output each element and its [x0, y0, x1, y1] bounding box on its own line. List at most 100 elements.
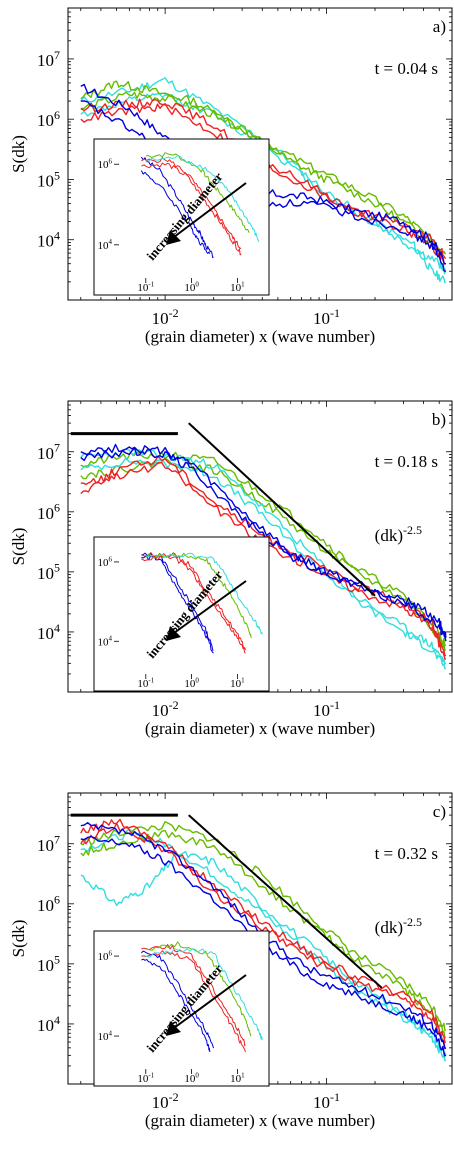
inset-y-tick-label: 104	[98, 238, 113, 252]
series-line-green	[80, 451, 446, 646]
chart-panel-b: 10-2 10-1 104 105 106 107 (grain diameter) x (…	[9, 400, 453, 738]
x-tick-label: 10-2	[152, 1090, 179, 1112]
x-tick-label: 10-1	[313, 1090, 340, 1112]
y-axis-label: S(dk)	[9, 528, 28, 566]
inset-x-tick-label: 10-1	[137, 280, 154, 294]
series-line-cyan	[80, 850, 447, 1056]
series-line-cyan	[80, 457, 447, 670]
inset-series-line-blue	[140, 156, 214, 259]
y-tick-label: 107	[37, 441, 60, 463]
x-tick-label: 10-2	[152, 698, 179, 720]
inset-x-tick-label: 10-1	[137, 1071, 154, 1085]
x-tick-label: 10-1	[313, 698, 340, 720]
x-axis-label: (grain diameter) x (wave number)	[145, 327, 375, 346]
y-tick-label: 107	[37, 48, 60, 70]
axes-frame	[67, 7, 453, 301]
slope-line	[188, 422, 376, 597]
inset-series-group	[141, 941, 263, 1053]
series-line-blue	[80, 835, 447, 1057]
inset-series-line-cyan	[145, 948, 263, 1040]
panel-label: c)	[433, 802, 446, 821]
series-line-cyan	[80, 448, 447, 665]
inset-series-line-green	[145, 152, 250, 233]
arrow-shaft	[173, 974, 247, 1029]
panel-label: a)	[433, 17, 446, 36]
slope-label: (dk)-2.5	[375, 915, 422, 937]
series-group	[80, 443, 447, 670]
y-tick-label: 105	[37, 168, 60, 190]
y-tick-label: 105	[37, 953, 60, 975]
inset-y-tick-label: 106	[98, 158, 113, 172]
series-group	[80, 818, 447, 1062]
inset-series-line-blue	[141, 555, 214, 654]
arrow-head	[166, 626, 181, 641]
inset-series-line-blue	[141, 958, 211, 1053]
series-line-cyan	[80, 93, 447, 275]
series-line-red	[80, 822, 447, 1049]
arrow-head	[166, 230, 181, 245]
inset-x-tick-label: 101	[230, 1071, 245, 1085]
x-tick-label: 10-1	[313, 306, 340, 328]
x-axis-label: (grain diameter) x (wave number)	[145, 1111, 375, 1130]
y-axis-label: S(dk)	[9, 135, 28, 173]
x-tick-label: 10-2	[152, 306, 179, 328]
inset-series-line-red	[141, 944, 246, 1047]
axes-frame	[67, 400, 453, 693]
inset-x-tick-label: 100	[184, 280, 199, 294]
series-line-green	[80, 821, 447, 1031]
y-tick-label: 105	[37, 561, 60, 583]
y-axis-label: S(dk)	[9, 920, 28, 958]
inset-x-tick-label: 100	[184, 1071, 199, 1085]
y-tick-label: 104	[37, 1013, 60, 1035]
series-line-cyan	[80, 77, 447, 284]
inset-series-line-cyan	[145, 552, 263, 635]
inset-x-tick-label: 100	[184, 676, 199, 690]
series-line-blue	[80, 443, 447, 638]
series-line-blue	[80, 822, 447, 1050]
inset-series-line-red	[141, 162, 242, 256]
inset-series-line-red	[141, 157, 242, 250]
inset-frame	[93, 536, 270, 692]
inset-frame	[93, 930, 270, 1087]
y-tick-label: 104	[37, 229, 60, 251]
y-tick-label: 106	[37, 501, 60, 523]
series-line-red	[80, 818, 447, 1043]
inset-series-line-cyan	[145, 154, 260, 243]
time-label: t = 0.32 s	[375, 844, 438, 863]
series-line-red	[80, 461, 447, 660]
series-line-blue	[80, 447, 447, 642]
y-tick-label: 107	[37, 833, 60, 855]
inset-series-line-green	[145, 941, 252, 1037]
slope-line	[188, 814, 383, 989]
inset-series-group	[140, 152, 260, 259]
panel-label: b)	[432, 410, 446, 429]
arrow-shaft	[173, 580, 247, 634]
inset-series-group	[141, 552, 263, 654]
inset-series-line-red	[141, 552, 246, 651]
y-tick-label: 106	[37, 108, 60, 130]
inset-y-tick-label: 106	[98, 949, 113, 963]
arrow-head	[166, 1021, 181, 1036]
series-line-green	[80, 457, 447, 651]
series-line-green	[80, 91, 447, 255]
inset-series-line-red	[141, 555, 246, 654]
inset-x-tick-label: 10-1	[137, 676, 154, 690]
inset-frame	[93, 138, 270, 296]
inset-series-line-blue	[140, 170, 211, 255]
x-axis-label: (grain diameter) x (wave number)	[145, 719, 375, 738]
time-label: t = 0.04 s	[375, 59, 438, 78]
series-line-blue	[80, 83, 446, 265]
series-line-red	[80, 455, 447, 657]
time-label: t = 0.18 s	[375, 452, 438, 471]
chart-panel-a: 10-2 10-1 104 105 106 107 (grain diameter) x (…	[9, 7, 453, 346]
inset-series-line-blue	[141, 950, 214, 1049]
inset-y-tick-label: 104	[98, 635, 113, 649]
inset-x-tick-label: 101	[230, 676, 245, 690]
slope-label: (dk)-2.5	[375, 523, 422, 545]
arrow-shaft	[173, 182, 247, 238]
inset-y-tick-label: 106	[98, 555, 113, 569]
